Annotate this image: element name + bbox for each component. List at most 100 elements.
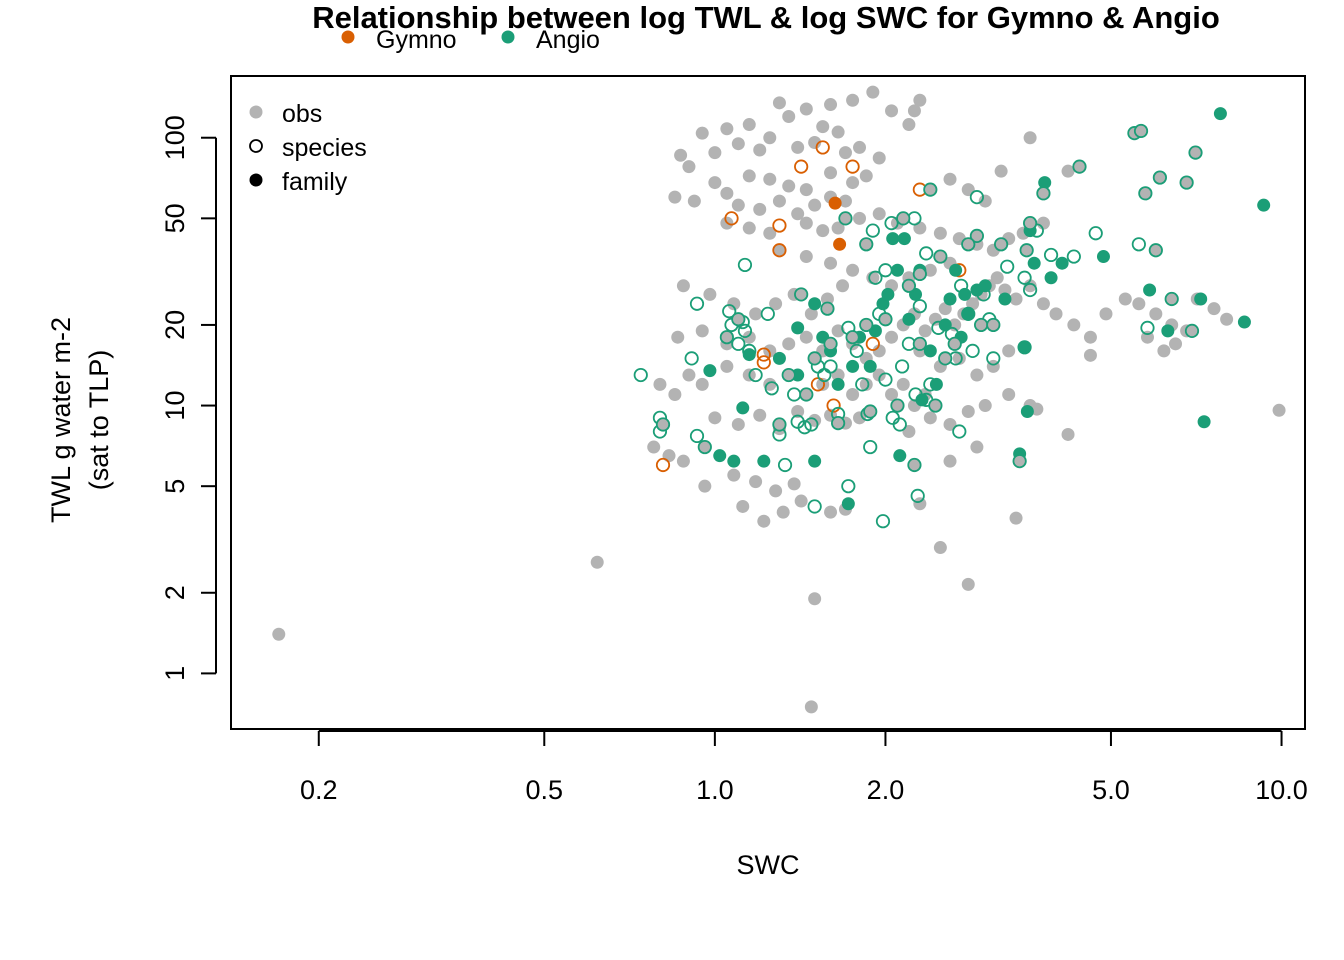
angio-family-family-value-shown-over-obs-point	[890, 398, 905, 413]
angio-family-family-value-shown-over-obs-point	[1138, 186, 1153, 201]
obs-point	[590, 555, 604, 569]
gymno-family-point	[833, 237, 847, 251]
angio-species-point	[912, 299, 927, 314]
obs-point	[853, 411, 867, 425]
angio-species-point	[1066, 249, 1081, 264]
obs-point	[787, 477, 801, 491]
angio-family-point	[791, 321, 805, 335]
obs-point	[763, 172, 777, 186]
gymno-species-point	[772, 243, 787, 258]
angio-family-point	[915, 393, 929, 407]
angio-family-family-value-shown-over-obs-point	[912, 266, 927, 282]
gymno-species-point	[794, 159, 809, 174]
angio-family-family-value-shown-over-obs-point	[807, 351, 822, 366]
obs-point	[776, 505, 790, 519]
obs-point	[1083, 348, 1097, 362]
obs-point	[676, 279, 690, 293]
angio-family-point	[893, 449, 907, 463]
obs-point	[742, 169, 756, 183]
obs-point	[933, 226, 947, 240]
angio-species-point	[965, 343, 980, 358]
angio-family-point	[1194, 292, 1208, 306]
legend-marker-angio	[501, 30, 515, 44]
plot-frame	[230, 75, 1306, 730]
x-axis: 0.2 0.5 1.0 2.0 5.0 10.0	[300, 730, 1308, 805]
angio-family-family-value-shown-over-obs-point	[923, 182, 938, 197]
angio-family-point	[1038, 176, 1052, 190]
gymno-species-point	[655, 457, 671, 473]
obs-point	[859, 169, 873, 183]
angio-species-point	[884, 215, 899, 231]
x-tick-label: 0.5	[526, 775, 564, 805]
angio-family-family-value-shown-over-obs-point	[820, 301, 835, 316]
obs-point	[859, 377, 873, 391]
obs-point	[799, 216, 813, 230]
obs-point	[1067, 318, 1081, 332]
obs-point	[808, 198, 822, 212]
obs-point	[853, 140, 867, 154]
obs-point	[816, 224, 830, 238]
obs-point	[824, 98, 838, 112]
obs-point	[1118, 292, 1132, 306]
obs-point	[824, 505, 838, 519]
angio-species-point	[823, 359, 838, 374]
angio-family-family-value-shown-over-obs-point	[1152, 170, 1167, 185]
angio-family-family-value-shown-over-obs-point	[831, 416, 846, 431]
y-tick-label: 100	[160, 115, 190, 160]
obs-point	[731, 198, 745, 212]
angio-species-point	[919, 246, 934, 261]
obs-point	[698, 479, 712, 493]
y-tick-label: 1	[160, 666, 190, 681]
angio-family-family-value-shown-over-obs-point	[794, 287, 809, 302]
data-points	[272, 85, 1286, 714]
angio-species-point	[895, 359, 910, 374]
obs-point	[872, 344, 886, 358]
obs-point	[1002, 387, 1016, 401]
angio-species-point	[737, 323, 753, 338]
angio-family-family-value-shown-over-obs-point	[838, 211, 853, 226]
legend-marker-species	[249, 139, 263, 153]
obs-point	[885, 104, 899, 118]
y-tick-label: 10	[160, 391, 190, 421]
obs-point	[794, 494, 808, 508]
legend-label-angio: Angio	[536, 26, 600, 54]
angio-species-point	[878, 372, 893, 387]
obs-point	[836, 279, 850, 293]
obs-point	[749, 307, 763, 321]
angio-species-point	[807, 499, 822, 514]
obs-point	[676, 454, 690, 468]
obs-point	[1207, 302, 1221, 316]
obs-point	[757, 514, 771, 528]
angio-species-point	[868, 270, 883, 285]
obs-point	[772, 243, 786, 257]
obs-point	[763, 226, 777, 240]
angio-family-point	[1257, 198, 1271, 212]
angio-family-family-value-shown-over-obs-point	[947, 336, 962, 351]
obs-point	[808, 135, 822, 149]
group-legend: Gymno Angio	[341, 26, 600, 54]
angio-family-point	[881, 287, 895, 301]
angio-family-point	[1018, 340, 1032, 354]
angio-species-point	[689, 428, 705, 444]
gymno-species-point	[772, 218, 787, 233]
obs-point	[749, 475, 763, 489]
angio-species-point	[855, 377, 870, 392]
obs-point	[994, 164, 1008, 178]
obs-point	[763, 131, 777, 145]
angio-species-point	[1131, 237, 1146, 252]
x-tick-label: 1.0	[696, 775, 734, 805]
obs-point	[1023, 279, 1037, 293]
angio-family-family-value-shown-over-obs-point	[719, 330, 734, 345]
angio-family-family-value-shown-over-obs-point	[1184, 323, 1200, 338]
obs-point	[1099, 307, 1113, 321]
obs-point	[668, 190, 682, 204]
angio-family-family-value-shown-over-obs-point	[878, 312, 893, 327]
y-tick-label: 50	[160, 203, 190, 233]
obs-point	[913, 93, 927, 107]
gymno-species-point	[724, 211, 739, 226]
obs-point	[846, 387, 860, 401]
obs-point	[1272, 403, 1286, 417]
obs-point	[695, 126, 709, 140]
y-axis-label-line2: (sat to TLP)	[84, 350, 114, 491]
